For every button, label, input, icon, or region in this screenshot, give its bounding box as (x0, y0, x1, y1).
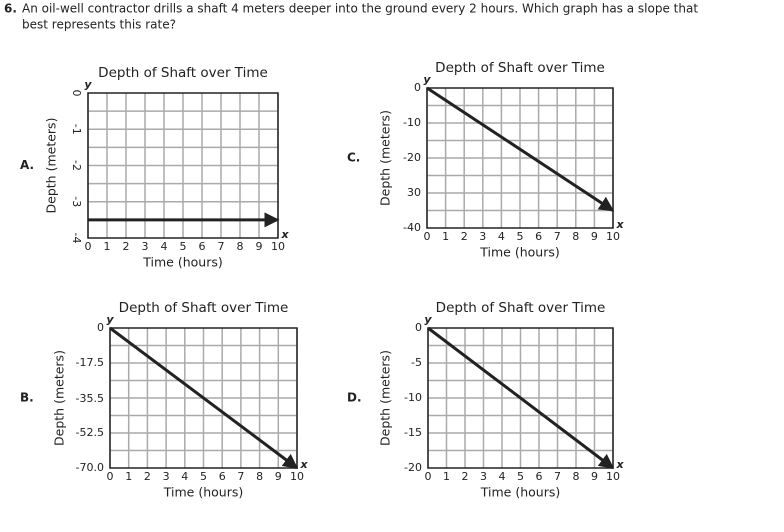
x-tick-label: 6 (535, 230, 542, 243)
x-tick-label: 2 (461, 230, 468, 243)
x-tick-label: 5 (180, 240, 187, 253)
x-tick-label: 6 (219, 470, 226, 483)
y-tick-label: -40 (403, 221, 421, 234)
x-tick-label: 10 (606, 230, 620, 243)
option-label: B. (20, 391, 34, 405)
question-number: 6. (4, 2, 17, 16)
x-axis-name: x (615, 218, 624, 231)
x-tick-label: 4 (181, 470, 188, 483)
plot-frame (426, 87, 614, 229)
y-tick-label: -5 (411, 356, 422, 369)
x-tick-label: 4 (499, 470, 506, 483)
y-axis-title: Depth (meters) (378, 350, 393, 446)
chart-title: Depth of Shaft over Time (436, 300, 606, 316)
x-tick-label: 4 (498, 230, 505, 243)
x-tick-label: 5 (517, 470, 524, 483)
x-tick-label: 7 (554, 230, 561, 243)
y-tick-label: -3 (70, 196, 83, 207)
y-axis-title: Depth (meters) (52, 350, 67, 446)
x-tick-label: 8 (237, 240, 244, 253)
plot-frame (109, 327, 298, 469)
y-tick-label: 0 (414, 81, 421, 94)
y-tick-label: 30 (407, 186, 421, 199)
data-line (426, 86, 615, 212)
data-line (109, 326, 299, 470)
y-axis-name: y (424, 313, 432, 326)
chart-title: Depth of Shaft over Time (119, 300, 289, 316)
x-tick-label: 10 (290, 470, 304, 483)
x-tick-label: 2 (462, 470, 469, 483)
x-tick-label: 2 (144, 470, 151, 483)
x-tick-label: 0 (425, 470, 432, 483)
y-axis-name: y (423, 73, 431, 86)
y-tick-label: 0 (415, 321, 422, 334)
x-tick-label: 1 (443, 470, 450, 483)
y-axis-title: Depth (meters) (44, 118, 59, 214)
y-tick-label: -35.5 (76, 392, 104, 405)
x-tick-label: 8 (573, 470, 580, 483)
x-axis-title: Time (hours) (163, 485, 243, 500)
plot-frame (87, 92, 279, 239)
x-tick-label: 4 (161, 240, 168, 253)
x-tick-label: 3 (479, 230, 486, 243)
y-tick-label: -52.5 (76, 426, 104, 439)
x-tick-label: 7 (554, 470, 561, 483)
x-tick-label: 9 (275, 470, 282, 483)
x-tick-label: 10 (606, 470, 620, 483)
y-tick-label: -4 (70, 233, 83, 244)
x-tick-label: 7 (218, 240, 225, 253)
y-tick-label: 0 (97, 321, 104, 334)
y-tick-label: -10 (404, 391, 422, 404)
y-tick-label: -15 (404, 426, 422, 439)
x-tick-label: 0 (85, 240, 92, 253)
y-tick-label: 0 (70, 90, 83, 97)
x-tick-label: 9 (256, 240, 263, 253)
x-tick-label: 5 (517, 230, 524, 243)
chart-title: Depth of Shaft over Time (435, 60, 605, 76)
chart-title: Depth of Shaft over Time (98, 65, 268, 81)
data-line (427, 326, 615, 470)
y-tick-label: -70.0 (76, 461, 104, 474)
x-tick-label: 3 (480, 470, 487, 483)
x-tick-label: 0 (424, 230, 431, 243)
y-tick-label: -2 (70, 160, 83, 171)
x-tick-label: 0 (107, 470, 114, 483)
y-tick-label: -20 (404, 461, 422, 474)
x-tick-label: 1 (104, 240, 111, 253)
x-tick-label: 9 (591, 470, 598, 483)
x-tick-label: 3 (163, 470, 170, 483)
x-axis-name: x (280, 228, 289, 241)
x-tick-label: 6 (199, 240, 206, 253)
x-tick-label: 9 (591, 230, 598, 243)
y-tick-label: -1 (70, 124, 83, 135)
x-tick-label: 2 (123, 240, 130, 253)
x-tick-label: 7 (237, 470, 244, 483)
x-axis-name: x (299, 458, 308, 471)
x-tick-label: 5 (200, 470, 207, 483)
question-text: best represents this rate? (22, 18, 176, 32)
x-tick-label: 10 (271, 240, 285, 253)
y-axis-name: y (84, 78, 92, 91)
option-label: A. (20, 158, 34, 172)
y-tick-label: -10 (403, 116, 421, 129)
plot-frame (427, 327, 614, 469)
option-label: C. (347, 151, 360, 165)
x-tick-label: 6 (536, 470, 543, 483)
x-tick-label: 8 (256, 470, 263, 483)
y-tick-label: -20 (403, 151, 421, 164)
question-text: An oil-well contractor drills a shaft 4 … (22, 2, 698, 16)
x-tick-label: 3 (142, 240, 149, 253)
x-axis-title: Time (hours) (479, 245, 559, 260)
option-label: D. (347, 391, 362, 405)
x-axis-name: x (615, 458, 624, 471)
x-axis-title: Time (hours) (480, 485, 560, 500)
x-axis-title: Time (hours) (142, 255, 222, 270)
y-axis-name: y (106, 313, 114, 326)
y-tick-label: -17.5 (76, 356, 104, 369)
x-tick-label: 8 (572, 230, 579, 243)
x-tick-label: 1 (442, 230, 449, 243)
x-tick-label: 1 (125, 470, 132, 483)
y-axis-title: Depth (meters) (378, 110, 393, 206)
